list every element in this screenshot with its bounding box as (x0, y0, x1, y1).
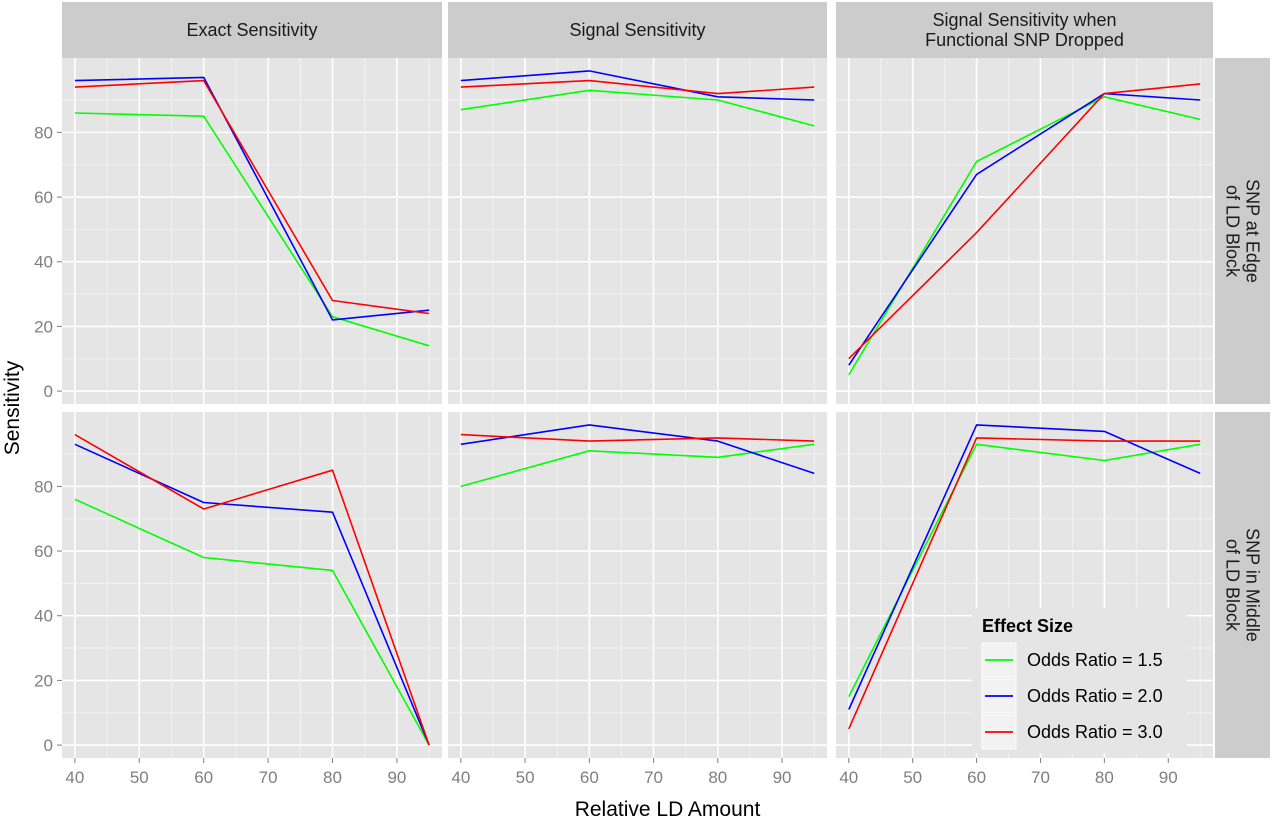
legend-title: Effect Size (982, 616, 1073, 636)
facet-strip-column-0 (62, 2, 442, 58)
x-tick-label: 60 (967, 768, 986, 787)
y-tick-label: 80 (34, 477, 53, 496)
y-tick-label: 0 (44, 736, 53, 755)
panel-background (836, 58, 1213, 404)
x-tick-label: 50 (130, 768, 149, 787)
x-tick-label: 70 (259, 768, 278, 787)
legend-entry-label: Odds Ratio = 2.0 (1027, 686, 1163, 706)
facet-strip-title-row-group-1: SNP in Middleof LD Block (1223, 528, 1263, 642)
facet-strip-column-2 (836, 2, 1213, 58)
legend: Effect Size Odds Ratio = 1.5 Odds Ratio = … (972, 608, 1187, 753)
series-line-odds-ratio-1-5-panel-4 (460, 443, 815, 488)
facet-strip-row-1 (1215, 412, 1270, 758)
x-tick-label: 50 (903, 768, 922, 787)
y-tick-label: 40 (34, 253, 53, 272)
x-axis-title: Relative LD Amount (575, 798, 761, 819)
x-tick-label: 80 (708, 768, 727, 787)
y-tick-label: 60 (34, 188, 53, 207)
panel-r0-c2 (836, 58, 1213, 404)
x-tick-label: 60 (580, 768, 599, 787)
x-tick-label: 70 (1031, 768, 1050, 787)
y-tick-label: 0 (44, 382, 53, 401)
series-line-odds-ratio-2-0-panel-2 (848, 92, 1201, 366)
series-line-odds-ratio-1-5-panel-1 (460, 89, 815, 127)
y-axis-title: Sensitivity (1, 360, 24, 455)
legend-entry-label: Odds Ratio = 1.5 (1027, 650, 1163, 670)
facet-strip-title-column-2: Signal Sensitivity when Functional SNP Dr… (925, 10, 1124, 50)
facet-strip-column-1 (448, 2, 827, 58)
series-line-odds-ratio-2-0-panel-5 (848, 424, 1201, 710)
y-tick-label: 80 (34, 123, 53, 142)
x-tick-label: 60 (194, 768, 213, 787)
panel-background (448, 412, 827, 758)
x-tick-label: 70 (644, 768, 663, 787)
y-tick-label: 60 (34, 542, 53, 561)
facet-strip-row-0 (1215, 58, 1270, 404)
panel-r0-c1 (448, 58, 827, 404)
x-tick-label: 80 (1095, 768, 1114, 787)
panel-r1-c0 (62, 412, 442, 758)
series-line-odds-ratio-2-0-panel-1 (460, 70, 815, 101)
x-tick-label: 90 (387, 768, 406, 787)
series-line-odds-ratio-1-5-panel-2 (848, 96, 1201, 376)
series-line-odds-ratio-1-5-panel-0 (74, 112, 430, 347)
x-tick-label: 40 (65, 768, 84, 787)
y-tick-label: 20 (34, 671, 53, 690)
x-tick-label: 90 (1159, 768, 1178, 787)
series-line-odds-ratio-3-0-panel-0 (74, 79, 430, 315)
series-line-odds-ratio-3-0-panel-2 (848, 83, 1201, 360)
series-line-odds-ratio-3-0-panel-5 (848, 437, 1201, 730)
panel-background (62, 58, 442, 404)
facet-strip-title-column-0: Exact Sensitivity (186, 20, 317, 40)
series-line-odds-ratio-2-0-panel-0 (74, 76, 430, 321)
x-tick-label: 50 (516, 768, 535, 787)
x-tick-label: 40 (839, 768, 858, 787)
facet-strip-title-row-1: SNP in Middleof LD Block (1223, 528, 1263, 642)
y-tick-label: 40 (34, 607, 53, 626)
panel-r1-c1 (448, 412, 827, 758)
y-tick-label: 20 (34, 317, 53, 336)
series-line-odds-ratio-3-0-panel-4 (460, 433, 815, 442)
series-line-odds-ratio-3-0-panel-3 (74, 433, 430, 746)
panel-r0-c0 (62, 58, 442, 404)
series-line-odds-ratio-3-0-panel-1 (460, 79, 815, 95)
panel-background (62, 412, 442, 758)
facet-strip-title-column-1: Signal Sensitivity (569, 20, 705, 40)
panel-background (448, 58, 827, 404)
facet-strip-title-row-0: SNP at Edgeof LD Block (1223, 179, 1263, 283)
facet-strip-title-row-group-0: SNP at Edgeof LD Block (1223, 179, 1263, 283)
x-tick-label: 90 (773, 768, 792, 787)
x-tick-label: 80 (323, 768, 342, 787)
series-line-odds-ratio-2-0-panel-3 (74, 443, 430, 746)
legend-entry-label: Odds Ratio = 3.0 (1027, 722, 1163, 742)
series-line-odds-ratio-2-0-panel-4 (460, 424, 815, 475)
x-tick-label: 40 (451, 768, 470, 787)
series-line-odds-ratio-1-5-panel-3 (74, 498, 430, 746)
